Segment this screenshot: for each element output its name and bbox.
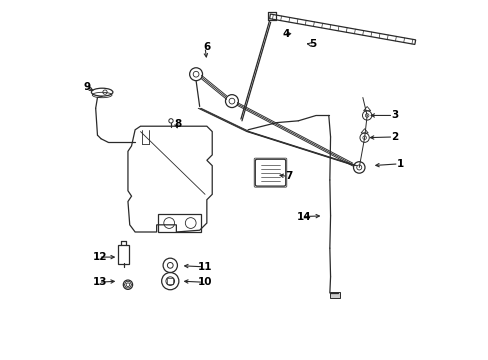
Text: 5: 5 [308, 40, 316, 49]
Text: 3: 3 [391, 111, 398, 121]
Text: 13: 13 [93, 277, 107, 287]
Text: 9: 9 [84, 82, 91, 92]
Text: 7: 7 [285, 171, 292, 181]
Text: 11: 11 [198, 262, 212, 272]
Text: 1: 1 [396, 159, 403, 169]
Text: 2: 2 [391, 132, 398, 142]
Text: 12: 12 [93, 252, 107, 262]
Text: 14: 14 [296, 212, 310, 221]
Text: 6: 6 [203, 42, 210, 52]
Text: 8: 8 [174, 120, 182, 129]
Text: 4: 4 [282, 29, 289, 39]
FancyBboxPatch shape [329, 292, 339, 298]
Text: 10: 10 [198, 277, 212, 287]
